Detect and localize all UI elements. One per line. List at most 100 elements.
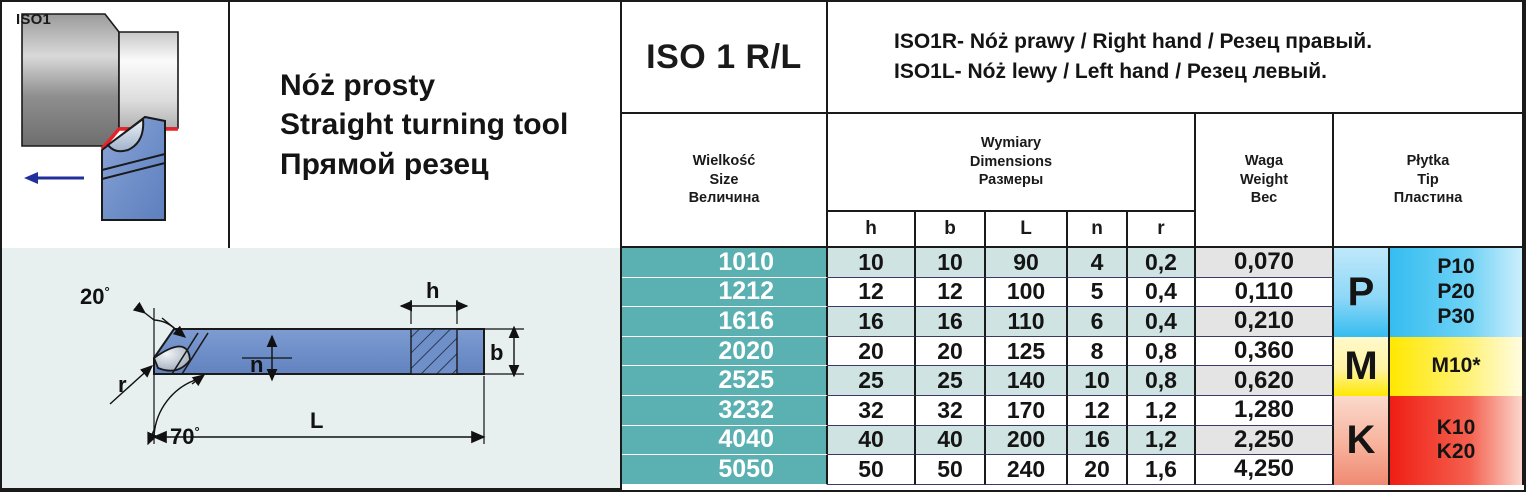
tool-dimension-drawing: 20° 70° r n h b: [80, 278, 524, 449]
dimension-cell-h: 12: [828, 277, 916, 308]
header-weight-en: Weight: [1239, 171, 1289, 188]
weight-cell: 4,250: [1196, 455, 1334, 485]
size-cell: 4040: [622, 425, 828, 456]
dimension-cell-h: 50: [828, 455, 916, 485]
dimension-cell-b: 40: [916, 425, 986, 456]
right-hand-description: ISO1R- Nóż prawy / Right hand / Резец пр…: [894, 30, 1373, 54]
dimension-cell-b: 32: [916, 396, 986, 426]
dimension-cell-h: 32: [828, 396, 916, 426]
header-size-en: Size: [709, 171, 739, 188]
weight-cell: 0,110: [1196, 277, 1334, 308]
left-hand-description: ISO1L- Nóż lewy / Left hand / Резец левы…: [894, 60, 1327, 83]
header-size-ru: Величина: [688, 190, 760, 207]
feed-direction-arrow: [24, 172, 84, 184]
header-tip-en: Tip: [1417, 171, 1439, 188]
dimension-cell-n: 10: [1068, 366, 1128, 396]
header-size: Wielkość Size Величина: [622, 114, 828, 248]
header-size-pl: Wielkość: [692, 153, 756, 170]
dimension-cell-L: 140: [986, 366, 1068, 396]
dimension-cell-b: 50: [916, 455, 986, 485]
grade-label: P30: [1437, 304, 1475, 328]
dimension-cell-L: 125: [986, 336, 1068, 367]
header-tip: Płytka Tip Пластина: [1334, 114, 1524, 248]
size-cell: 1212: [622, 277, 828, 308]
size-cell: 3232: [622, 396, 828, 426]
dimension-cell-b: 10: [916, 248, 986, 278]
dimension-cell-L: 170: [986, 396, 1068, 426]
dimension-cell-L: 90: [986, 248, 1068, 278]
tool-title-panel: Nóż prosty Straight turning tool Прямой …: [230, 2, 622, 248]
dimension-cell-n: 20: [1068, 455, 1128, 485]
dimension-cell-n: 8: [1068, 336, 1128, 367]
subheader-n: n: [1068, 212, 1128, 248]
header-weight-pl: Waga: [1244, 153, 1284, 170]
dimension-cell-b: 12: [916, 277, 986, 308]
weight-cell: 2,250: [1196, 425, 1334, 456]
title-line-en: Straight turning tool: [280, 108, 569, 142]
title-line-pl: Nóż prosty: [280, 68, 436, 102]
dimension-cell-r: 1,2: [1128, 425, 1196, 456]
weight-cell: 0,210: [1196, 307, 1334, 337]
header-dimensions-ru: Размеры: [978, 172, 1044, 189]
iso-code-label: ISO 1 R/L: [622, 2, 828, 114]
dimension-cell-L: 200: [986, 425, 1068, 456]
dimension-L-label: L: [310, 408, 323, 433]
dimension-cell-r: 0,8: [1128, 366, 1196, 396]
subheader-L: L: [986, 212, 1068, 248]
dimension-cell-h: 10: [828, 248, 916, 278]
subheader-h: h: [828, 212, 916, 248]
dimension-cell-L: 110: [986, 307, 1068, 337]
dimension-cell-b: 25: [916, 366, 986, 396]
standard-tag: ISO1: [16, 11, 51, 28]
header-dimensions: Wymiary Dimensions Размеры: [828, 114, 1196, 212]
grade-label: P10: [1437, 255, 1475, 279]
hand-description-panel: ISO1R- Nóż prawy / Right hand / Резец пр…: [828, 2, 1524, 114]
dimension-drawing-panel: 20° 70° r n h b: [2, 248, 622, 490]
dimension-cell-h: 16: [828, 307, 916, 337]
tool-illustration-panel: ISO1: [2, 2, 230, 248]
weight-cell: 0,070: [1196, 248, 1334, 278]
weight-cell: 1,280: [1196, 396, 1334, 426]
header-weight: Waga Weight Вес: [1196, 114, 1334, 248]
size-cell: 5050: [622, 455, 828, 485]
size-cell: 2020: [622, 337, 828, 367]
angle-20-label: 20°: [80, 284, 110, 309]
dimension-cell-r: 0,4: [1128, 307, 1196, 337]
dimension-cell-n: 5: [1068, 277, 1128, 308]
turning-operation-diagram: [21, 13, 179, 221]
dimension-cell-r: 1,2: [1128, 396, 1196, 426]
dimension-cell-n: 12: [1068, 396, 1128, 426]
insert-group-letter-M: M: [1334, 336, 1390, 396]
dimension-cell-b: 16: [916, 307, 986, 337]
subheader-r: r: [1128, 212, 1196, 248]
dimension-cell-r: 0,8: [1128, 336, 1196, 367]
dimension-cell-n: 4: [1068, 248, 1128, 278]
insert-grades-M: M10*: [1390, 336, 1524, 396]
subheader-b: b: [916, 212, 986, 248]
header-tip-pl: Płytka: [1406, 153, 1450, 170]
dimension-cell-h: 25: [828, 366, 916, 396]
grade-label: P20: [1437, 280, 1475, 304]
dimension-h-label: h: [426, 278, 439, 303]
insert-grades-K: K10 K20: [1390, 396, 1524, 485]
title-line-ru: Прямой резец: [280, 147, 489, 181]
header-dimensions-en: Dimensions: [969, 153, 1053, 170]
weight-cell: 0,620: [1196, 366, 1334, 396]
header-dimensions-pl: Wymiary: [980, 135, 1042, 152]
dimension-cell-L: 100: [986, 277, 1068, 308]
weight-cell: 0,360: [1196, 336, 1334, 367]
dimension-cell-r: 0,4: [1128, 277, 1196, 308]
dimension-n-label: n: [250, 352, 263, 377]
size-cell: 2525: [622, 366, 828, 396]
dimension-cell-L: 240: [986, 455, 1068, 485]
grade-label: M10*: [1431, 354, 1481, 377]
dimension-cell-r: 0,2: [1128, 248, 1196, 278]
size-cell: 1010: [622, 248, 828, 278]
insert-group-letter-P: P: [1334, 248, 1390, 337]
dimension-cell-r: 1,6: [1128, 455, 1196, 485]
dimension-cell-h: 40: [828, 425, 916, 456]
dimension-cell-b: 20: [916, 336, 986, 367]
insert-group-letter-K: K: [1334, 396, 1390, 485]
dimension-cell-n: 16: [1068, 425, 1128, 456]
